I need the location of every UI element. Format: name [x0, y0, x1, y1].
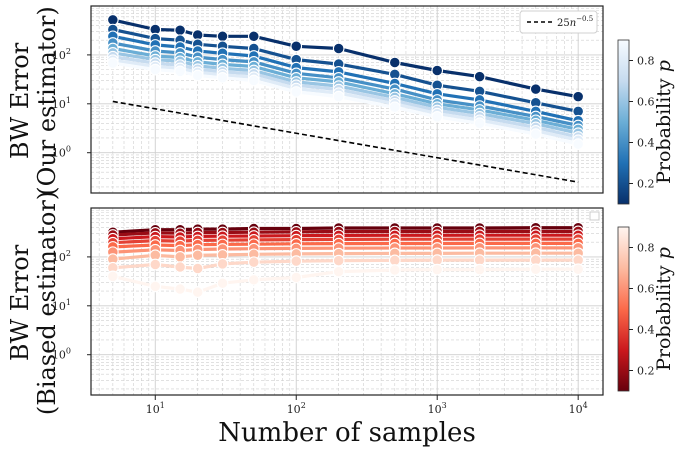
top-series-point: [247, 30, 260, 43]
bottom-series-point: [247, 256, 260, 269]
legend-box: [519, 10, 598, 34]
top-series-point: [332, 90, 345, 103]
top-series-group: [106, 14, 585, 150]
top-series-point: [290, 86, 303, 98]
top-axes-border: [90, 5, 604, 194]
bottom-series-point: [191, 262, 204, 275]
xtick-label: 102: [287, 401, 306, 416]
bottom-series-point: [332, 265, 345, 278]
top-ylabel-line2: (Our estimator): [33, 6, 61, 195]
bottom-series-point: [290, 255, 303, 267]
top-series-point: [332, 42, 345, 55]
bottom-series-point: [149, 258, 162, 271]
bottom-ylabel-line2: (Biased estimator): [33, 191, 61, 415]
top-series-point: [191, 69, 204, 82]
top-series-point: [290, 40, 303, 53]
bottom-series-group: [106, 221, 585, 299]
bottom-series-point: [106, 270, 119, 283]
bottom-series-point: [174, 261, 186, 273]
bottom-series-point: [290, 271, 303, 284]
bottom-legend-box: [589, 211, 600, 221]
bottom-series-point: [216, 258, 229, 270]
top-colorbar-tick-label: 0.2: [637, 178, 655, 191]
bottom-series-point: [431, 263, 444, 276]
bottom-axes-border: [90, 207, 604, 396]
top-reference-line: [112, 100, 579, 183]
top-series-point: [388, 56, 401, 69]
bottom-colorbar-tick-label: 0.8: [637, 242, 655, 255]
top-series-point: [431, 64, 444, 77]
top-series-point: [216, 71, 229, 84]
bottom-colorbar-tick-label: 0.6: [637, 283, 655, 296]
bottom-series-point: [572, 263, 585, 276]
bottom-colorbar-gradient: [617, 226, 630, 392]
top-series-point: [431, 111, 444, 123]
top-series-point: [149, 63, 162, 76]
bottom-series-point: [191, 249, 204, 262]
top-series-point: [529, 128, 542, 140]
top-series-point: [572, 90, 585, 103]
top-ylabel-line1: BW Error: [6, 42, 34, 159]
bottom-series-point: [388, 264, 401, 276]
bottom-colorbar: 0.2 0.4 0.6 0.8 Probability p: [617, 226, 675, 392]
top-colorbar: 0.2 0.4 0.6 0.8 Probability p: [617, 39, 675, 205]
bottom-colorbar-tick-label: 0.4: [637, 324, 655, 337]
bottom-ylabel-line1: BW Error: [6, 244, 34, 361]
top-colorbar-gradient: [617, 39, 630, 205]
legend-reference-label: 25n−0.5: [557, 15, 593, 29]
top-series-point: [174, 24, 186, 37]
xtick-label: 101: [146, 401, 165, 416]
top-series-point: [388, 101, 401, 114]
top-series-point: [247, 74, 260, 87]
bottom-series-point: [473, 263, 486, 276]
top-colorbar-ticks: 0.2 0.4 0.6 0.8: [629, 55, 655, 191]
top-series-point: [572, 138, 585, 150]
bottom-series-point: [174, 283, 186, 295]
xtick-label: 103: [428, 401, 447, 416]
top-series-point: [473, 70, 486, 83]
top-series-point: [106, 57, 119, 69]
xtick-label: 104: [569, 401, 588, 416]
bottom-series-point: [247, 273, 260, 286]
bottom-series-point: [388, 254, 401, 267]
top-series-point: [174, 65, 186, 78]
bottom-series-point: [174, 251, 186, 263]
reference-line-25n: [112, 100, 579, 183]
bottom-series-point: [529, 263, 542, 276]
bottom-x-ticks: 101 102 103 104: [146, 395, 588, 416]
top-colorbar-tick-label: 0.8: [637, 55, 655, 68]
top-colorbar-label: Probability p: [653, 60, 675, 184]
x-axis-label: Number of samples: [218, 418, 476, 448]
bottom-colorbar-tick-label: 0.2: [637, 365, 655, 378]
bottom-colorbar-label: Probability p: [653, 247, 675, 371]
bottom-series-point: [149, 280, 162, 293]
bottom-colorbar-ticks: 0.2 0.4 0.6 0.8: [629, 242, 655, 378]
top-series-point: [473, 117, 486, 130]
bottom-series-point: [191, 286, 204, 299]
bottom-series-point: [216, 277, 229, 290]
bottom-series-point: [332, 254, 345, 267]
top-series-point: [529, 83, 542, 95]
top-colorbar-tick-label: 0.6: [637, 96, 655, 109]
top-series-point: [106, 14, 119, 26]
top-legend: 25n−0.5: [519, 10, 598, 34]
top-colorbar-tick-label: 0.4: [637, 137, 655, 150]
top-series-point: [216, 30, 229, 43]
